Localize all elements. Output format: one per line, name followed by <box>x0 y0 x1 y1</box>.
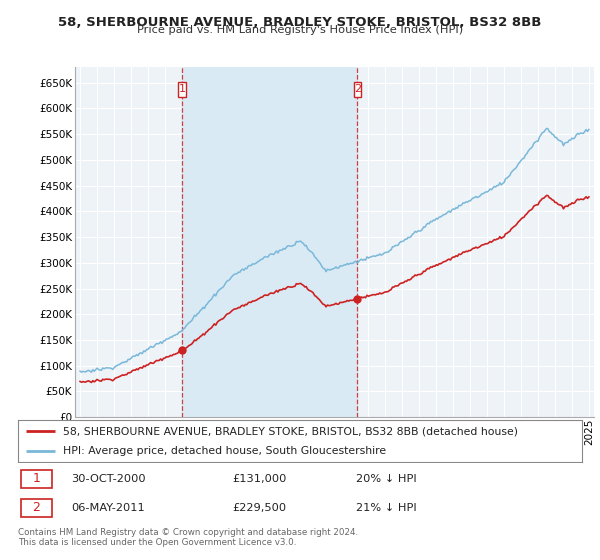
Bar <box>182 67 358 417</box>
Text: Price paid vs. HM Land Registry's House Price Index (HPI): Price paid vs. HM Land Registry's House … <box>137 25 463 35</box>
Text: 2: 2 <box>354 85 361 94</box>
FancyBboxPatch shape <box>21 470 52 488</box>
Text: 58, SHERBOURNE AVENUE, BRADLEY STOKE, BRISTOL, BS32 8BB: 58, SHERBOURNE AVENUE, BRADLEY STOKE, BR… <box>58 16 542 29</box>
Text: HPI: Average price, detached house, South Gloucestershire: HPI: Average price, detached house, Sout… <box>63 446 386 456</box>
Text: 06-MAY-2011: 06-MAY-2011 <box>71 503 145 513</box>
FancyBboxPatch shape <box>21 499 52 517</box>
Text: 1: 1 <box>178 85 185 94</box>
Text: 21% ↓ HPI: 21% ↓ HPI <box>356 503 417 513</box>
Text: 30-OCT-2000: 30-OCT-2000 <box>71 474 146 484</box>
Text: £229,500: £229,500 <box>232 503 286 513</box>
Text: 2: 2 <box>32 501 40 515</box>
FancyBboxPatch shape <box>353 82 361 96</box>
Text: 1: 1 <box>32 472 40 486</box>
Text: Contains HM Land Registry data © Crown copyright and database right 2024.
This d: Contains HM Land Registry data © Crown c… <box>18 528 358 547</box>
Text: £131,000: £131,000 <box>232 474 287 484</box>
Text: 58, SHERBOURNE AVENUE, BRADLEY STOKE, BRISTOL, BS32 8BB (detached house): 58, SHERBOURNE AVENUE, BRADLEY STOKE, BR… <box>63 426 518 436</box>
Text: 20% ↓ HPI: 20% ↓ HPI <box>356 474 417 484</box>
FancyBboxPatch shape <box>178 82 185 96</box>
